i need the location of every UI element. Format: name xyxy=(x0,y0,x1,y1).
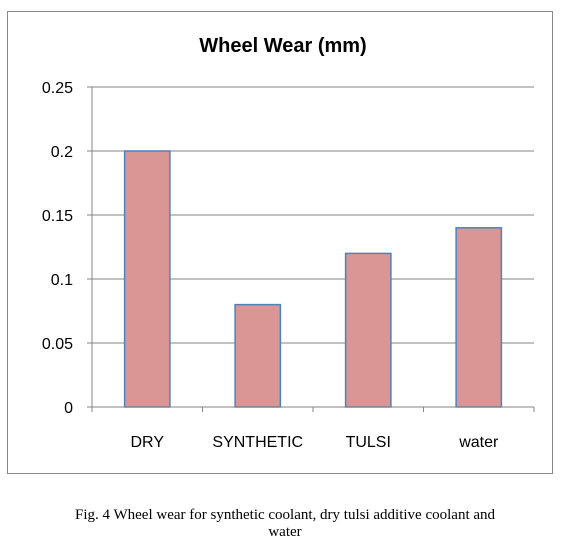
axes xyxy=(91,87,535,412)
y-tick-label: 0.15 xyxy=(42,208,73,225)
bar-dry xyxy=(123,150,171,408)
y-tick-label: 0.25 xyxy=(42,80,73,97)
caption-line-1: Fig. 4 Wheel wear for synthetic coolant,… xyxy=(74,507,496,523)
wheel-wear-bar-chart: Wheel Wear (mm) 0 0.05 0.1 0.15 0.2 0.25 DRY S… xyxy=(42,35,535,451)
x-tick-label: SYNTHETIC xyxy=(212,434,303,451)
y-tick-label: 0 xyxy=(64,400,73,417)
chart-title: Wheel Wear (mm) xyxy=(199,35,366,57)
x-tick-label: TULSI xyxy=(346,434,391,451)
x-tick-label: water xyxy=(458,434,499,451)
y-tick-label: 0.05 xyxy=(42,336,73,353)
x-axis-labels: DRY SYNTHETIC TULSI water xyxy=(131,434,499,451)
caption-line-2: water xyxy=(268,524,302,540)
bar-water xyxy=(455,227,503,408)
bar-tulsi xyxy=(344,252,392,408)
y-tick-label: 0.1 xyxy=(51,272,73,289)
x-tick-label: DRY xyxy=(131,434,165,451)
y-axis-ticks: 0 0.05 0.1 0.15 0.2 0.25 xyxy=(42,80,92,417)
figure-caption: Fig. 4 Wheel wear for synthetic coolant,… xyxy=(0,507,570,541)
bars xyxy=(123,150,503,408)
y-tick-label: 0.2 xyxy=(51,144,73,161)
bar-synthetic xyxy=(234,303,282,408)
